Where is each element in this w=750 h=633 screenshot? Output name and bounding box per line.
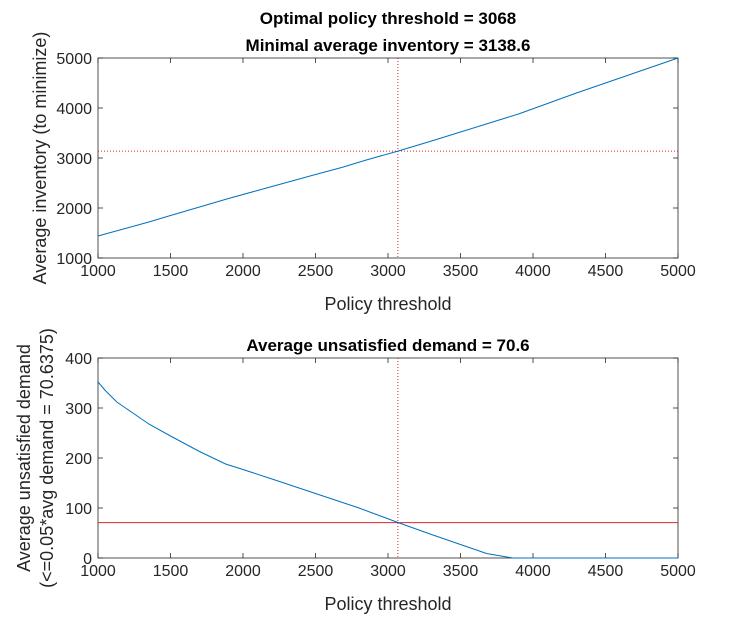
x-tick-label: 1000 (80, 263, 116, 280)
y-axis-label: (<=0.05*avg demand = 70.6375) (37, 328, 57, 588)
y-tick-label: 200 (65, 451, 92, 468)
y-tick-label: 400 (65, 351, 92, 368)
x-tick-label: 4500 (588, 563, 624, 580)
x-tick-label: 4000 (515, 263, 551, 280)
y-tick-label: 2000 (56, 201, 92, 218)
x-tick-label: 4000 (515, 563, 551, 580)
x-tick-label: 1500 (153, 563, 189, 580)
y-tick-label: 300 (65, 401, 92, 418)
x-tick-label: 2500 (298, 263, 334, 280)
x-tick-label: 3000 (370, 263, 406, 280)
y-axis-label: Average unsatisfied demand (14, 344, 34, 572)
y-axis-label: Average inventory (to minimize) (30, 32, 50, 285)
x-tick-label: 1000 (80, 563, 116, 580)
y-tick-label: 5000 (56, 51, 92, 68)
y-tick-label: 0 (83, 551, 92, 568)
x-axis-label: Policy threshold (324, 594, 451, 614)
y-tick-label: 3000 (56, 151, 92, 168)
x-tick-label: 3500 (443, 263, 479, 280)
x-tick-label: 4500 (588, 263, 624, 280)
y-tick-label: 1000 (56, 251, 92, 268)
x-tick-label: 3000 (370, 563, 406, 580)
x-tick-label: 1500 (153, 263, 189, 280)
subplot-2: 1000 1500 2000 2500 3000 3500 4000 4500 5000 0 100… (14, 328, 696, 614)
series-line (97, 381, 678, 559)
x-axis-label: Policy threshold (324, 294, 451, 314)
axes-box (97, 357, 679, 559)
subplot-1: 1000 1500 2000 2500 3000 3500 4000 4500 5000 1000… (30, 9, 696, 314)
chart-title: Optimal policy threshold = 3068 (260, 9, 517, 28)
series-line (97, 57, 679, 237)
x-tick-label: 2500 (298, 563, 334, 580)
chart-title: Minimal average inventory = 3138.6 (246, 36, 531, 55)
x-tick-label: 2000 (225, 563, 261, 580)
x-tick-label: 2000 (225, 263, 261, 280)
x-tick-label: 3500 (443, 563, 479, 580)
x-tick-label: 5000 (660, 563, 696, 580)
x-tick-label: 5000 (660, 263, 696, 280)
chart-title: Average unsatisfied demand = 70.6 (246, 336, 529, 355)
y-tick-label: 4000 (56, 101, 92, 118)
y-tick-label: 100 (65, 501, 92, 518)
